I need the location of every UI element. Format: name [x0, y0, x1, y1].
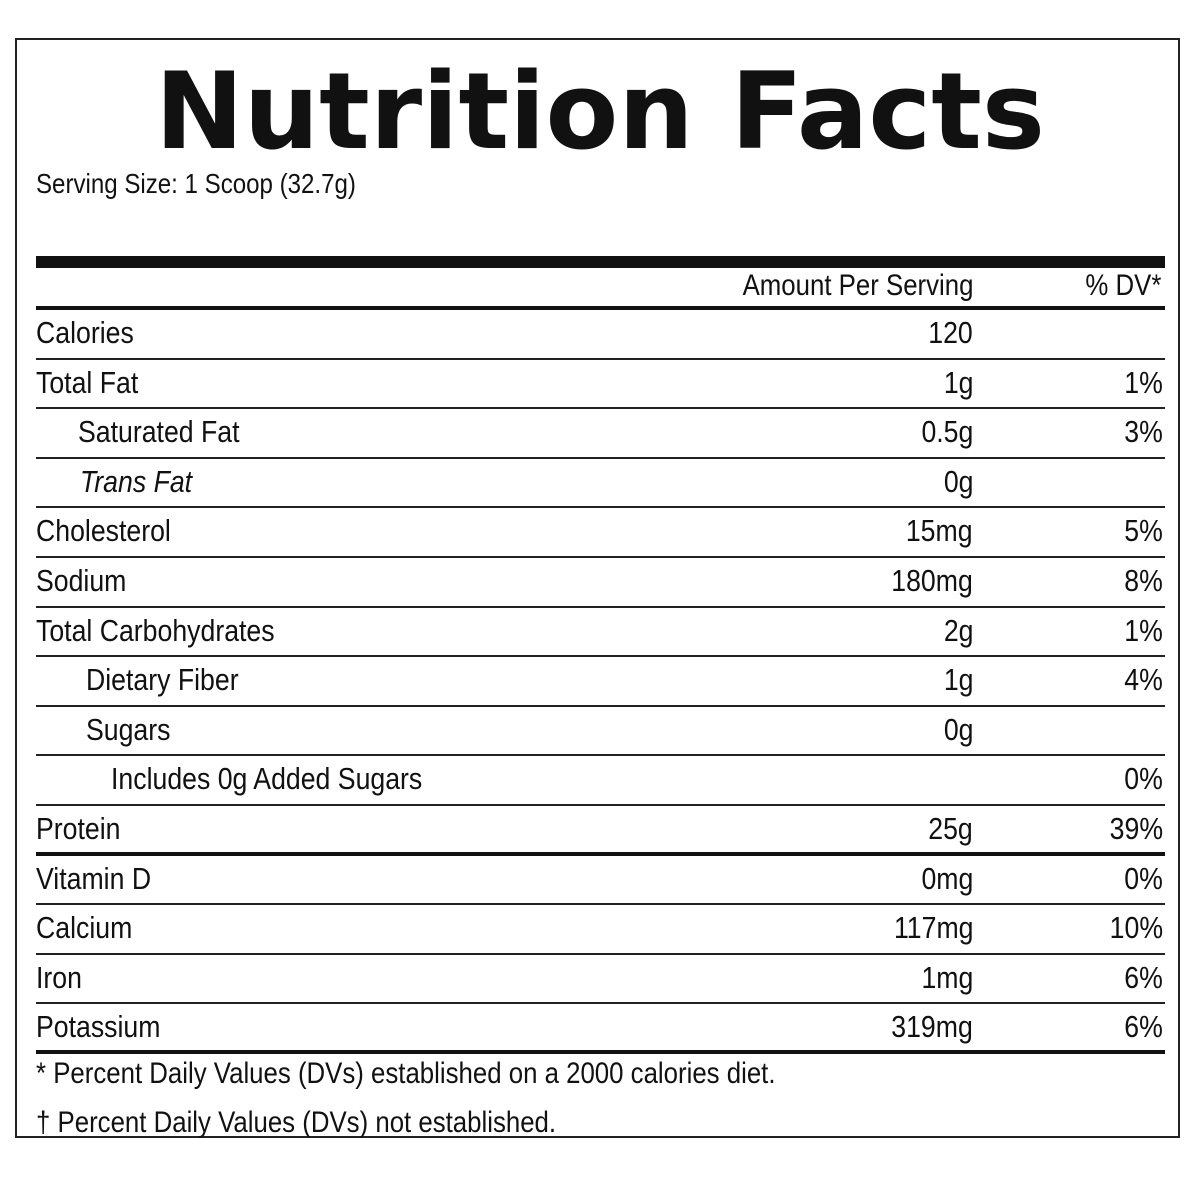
nutrient-amount: 15mg — [906, 513, 973, 549]
nutrient-row-total-carbohydrates: Total Carbohydrates 2g 1% — [36, 608, 1165, 658]
nutrient-amount: 120 — [928, 315, 973, 350]
nutrient-row-calcium: Calcium 117mg 10% — [36, 905, 1165, 955]
nutrient-amount: 0.5g — [921, 414, 973, 450]
column-header-row: Amount Per Serving % DV* — [36, 266, 1165, 306]
footnote-dv-not-established: † Percent Daily Values (DVs) not establi… — [36, 1106, 557, 1139]
serving-size: Serving Size: 1 Scoop (32.7g) — [36, 168, 356, 199]
nutrient-row-calories: Calories 120 — [36, 310, 1165, 360]
nutrient-amount: 0g — [943, 463, 973, 499]
nutrient-amount: 1g — [943, 364, 973, 400]
nutrient-row-sugars: Sugars 0g — [36, 707, 1165, 757]
nutrient-name: Includes 0g Added Sugars — [111, 761, 423, 797]
nutrient-dv: 10% — [1109, 910, 1163, 946]
label-title: Nutrition Facts — [155, 50, 1045, 173]
nutrient-dv: 3% — [1124, 414, 1163, 450]
nutrient-row-added-sugars: Includes 0g Added Sugars 0% — [36, 756, 1165, 806]
nutrient-amount: 117mg — [893, 910, 973, 946]
nutrition-label-border — [15, 38, 1180, 1138]
nutrient-name: Total Carbohydrates — [36, 612, 275, 648]
nutrient-name: Total Fat — [36, 364, 139, 400]
nutrient-amount: 319mg — [891, 1009, 973, 1045]
nutrient-dv: 5% — [1124, 513, 1163, 549]
nutrient-dv: 1% — [1124, 364, 1163, 400]
nutrient-dv: 4% — [1124, 662, 1163, 698]
nutrient-name: Sugars — [86, 711, 171, 747]
nutrient-name: Saturated Fat — [78, 414, 240, 450]
nutrient-dv: 0% — [1124, 860, 1163, 896]
nutrient-amount: 0g — [943, 711, 973, 747]
nutrient-table: Calories 120 Total Fat 1g 1% Saturated F… — [36, 310, 1165, 1054]
nutrient-name: Dietary Fiber — [86, 662, 239, 698]
nutrient-name: Protein — [36, 810, 121, 846]
footnote-dv-established: * Percent Daily Values (DVs) established… — [36, 1057, 776, 1090]
nutrient-amount: 1mg — [921, 959, 973, 995]
nutrient-amount: 0mg — [921, 860, 973, 896]
nutrient-name: Trans Fat — [80, 463, 193, 499]
nutrient-name: Calories — [36, 315, 134, 350]
thick-divider — [36, 256, 1165, 268]
nutrient-amount: 2g — [943, 612, 973, 648]
nutrient-row-cholesterol: Cholesterol 15mg 5% — [36, 508, 1165, 558]
header-divider — [36, 306, 1165, 310]
nutrient-name: Calcium — [36, 910, 133, 946]
nutrient-row-vitamin-d: Vitamin D 0mg 0% — [36, 856, 1165, 906]
amount-per-serving-header: Amount Per Serving — [742, 269, 973, 302]
nutrient-amount: 25g — [928, 810, 973, 846]
nutrient-dv: 1% — [1124, 612, 1163, 648]
nutrient-row-iron: Iron 1mg 6% — [36, 955, 1165, 1005]
nutrient-row-sodium: Sodium 180mg 8% — [36, 558, 1165, 608]
daily-value-header: % DV* — [1085, 269, 1161, 302]
nutrient-dv: 6% — [1124, 959, 1163, 995]
nutrient-dv: 8% — [1124, 562, 1163, 598]
nutrient-name: Sodium — [36, 562, 127, 598]
nutrient-row-saturated-fat: Saturated Fat 0.5g 3% — [36, 409, 1165, 459]
nutrient-name: Iron — [36, 959, 82, 995]
nutrient-dv: 6% — [1124, 1009, 1163, 1045]
nutrient-name: Potassium — [36, 1009, 161, 1045]
nutrient-dv: 0% — [1124, 761, 1163, 797]
nutrient-amount: 180mg — [891, 562, 973, 598]
nutrient-name: Cholesterol — [36, 513, 171, 549]
nutrient-row-dietary-fiber: Dietary Fiber 1g 4% — [36, 657, 1165, 707]
nutrient-amount: 1g — [943, 662, 973, 698]
nutrient-dv: 39% — [1109, 810, 1163, 846]
nutrient-row-potassium: Potassium 319mg 6% — [36, 1004, 1165, 1054]
nutrient-name: Vitamin D — [36, 860, 152, 896]
nutrient-row-protein: Protein 25g 39% — [36, 806, 1165, 856]
nutrient-row-trans-fat: Trans Fat 0g — [36, 459, 1165, 509]
nutrient-row-total-fat: Total Fat 1g 1% — [36, 360, 1165, 410]
